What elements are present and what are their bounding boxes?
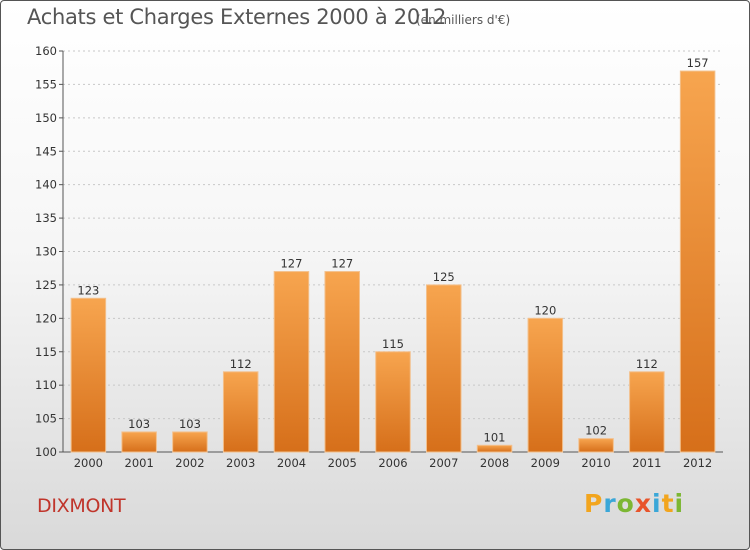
value-label-2010: 102 xyxy=(585,424,607,438)
value-label-2005: 127 xyxy=(331,257,353,271)
x-tick-label-2010: 2010 xyxy=(581,456,610,470)
logo-letter: i xyxy=(652,489,662,518)
y-tick-label: 125 xyxy=(35,278,57,292)
x-tick-label-2008: 2008 xyxy=(480,456,509,470)
bar-2011 xyxy=(629,371,665,453)
value-label-2009: 120 xyxy=(534,303,556,317)
value-label-2007: 125 xyxy=(433,270,455,284)
bar-2009 xyxy=(527,317,564,453)
logo-letter: o xyxy=(616,489,635,518)
bar-2006 xyxy=(375,351,411,453)
y-tick-label: 130 xyxy=(35,245,57,259)
value-label-2001: 103 xyxy=(128,417,150,431)
bar-2003 xyxy=(222,371,259,453)
x-tick-label-2012: 2012 xyxy=(683,456,712,470)
value-label-2011: 112 xyxy=(636,357,658,371)
chart-title: Achats et Charges Externes 2000 à 2012 xyxy=(27,5,447,29)
value-label-2006: 115 xyxy=(382,337,404,351)
x-tick-label-2000: 2000 xyxy=(74,456,103,470)
place-name: DIXMONT xyxy=(37,495,126,517)
y-tick-label: 115 xyxy=(35,345,57,359)
y-tick-label: 145 xyxy=(35,144,57,158)
chart-unit: (en milliers d'€) xyxy=(416,13,511,27)
x-tick-label-2007: 2007 xyxy=(429,456,458,470)
bar-2008 xyxy=(476,444,513,453)
y-tick-label: 100 xyxy=(35,445,57,459)
x-tick-label-2003: 2003 xyxy=(226,456,255,470)
x-tick-label-2009: 2009 xyxy=(531,456,560,470)
y-tick-label: 110 xyxy=(35,378,57,392)
x-tick-label-2011: 2011 xyxy=(632,456,661,470)
value-label-2003: 112 xyxy=(230,357,252,371)
bar-2001 xyxy=(121,431,157,453)
y-tick-label: 120 xyxy=(35,311,57,325)
x-tick-label-2001: 2001 xyxy=(125,456,154,470)
bar-2012 xyxy=(679,70,716,453)
x-tick-label-2004: 2004 xyxy=(277,456,306,470)
value-label-2008: 101 xyxy=(484,430,506,444)
y-tick-label: 105 xyxy=(35,412,57,426)
bar-2007 xyxy=(426,284,462,453)
logo-letter: x xyxy=(634,489,652,518)
value-label-2004: 127 xyxy=(280,257,302,271)
y-tick-label: 135 xyxy=(35,211,57,225)
logo-letter: i xyxy=(674,489,685,518)
value-label-2000: 123 xyxy=(77,283,99,297)
bar-2002 xyxy=(172,431,208,453)
x-tick-label-2006: 2006 xyxy=(378,456,407,470)
bar-2000 xyxy=(70,297,107,453)
y-tick-label: 160 xyxy=(35,44,57,58)
y-tick-label: 150 xyxy=(35,111,57,125)
logo-letter: t xyxy=(661,489,675,518)
logo-letter: P xyxy=(584,489,604,518)
y-tick-label: 155 xyxy=(35,77,57,91)
logo-letter: r xyxy=(603,489,617,518)
proxiti-logo: Proxiti xyxy=(584,489,684,518)
value-label-2012: 157 xyxy=(687,56,709,70)
x-tick-label-2005: 2005 xyxy=(328,456,357,470)
y-tick-label: 140 xyxy=(35,178,57,192)
bar-2005 xyxy=(324,271,360,453)
x-tick-label-2002: 2002 xyxy=(175,456,204,470)
bar-2010 xyxy=(578,438,614,453)
value-label-2002: 103 xyxy=(179,417,201,431)
bar-2004 xyxy=(273,271,310,453)
